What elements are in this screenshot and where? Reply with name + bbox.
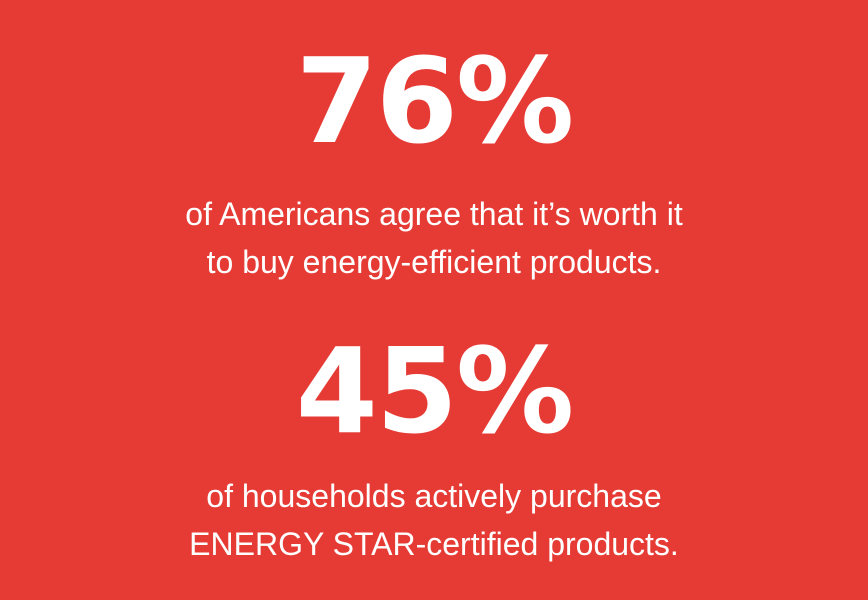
stat-figure: 45% <box>295 322 574 460</box>
stat-figure: 76% <box>295 32 574 170</box>
stat-text: ENERGY STAR-certified products. <box>189 526 679 562</box>
stat-text: to buy energy-efficient products. <box>206 244 662 280</box>
stat-text: of Americans agree that it’s worth it <box>185 196 683 232</box>
stat-text: of households actively purchase <box>206 478 662 514</box>
